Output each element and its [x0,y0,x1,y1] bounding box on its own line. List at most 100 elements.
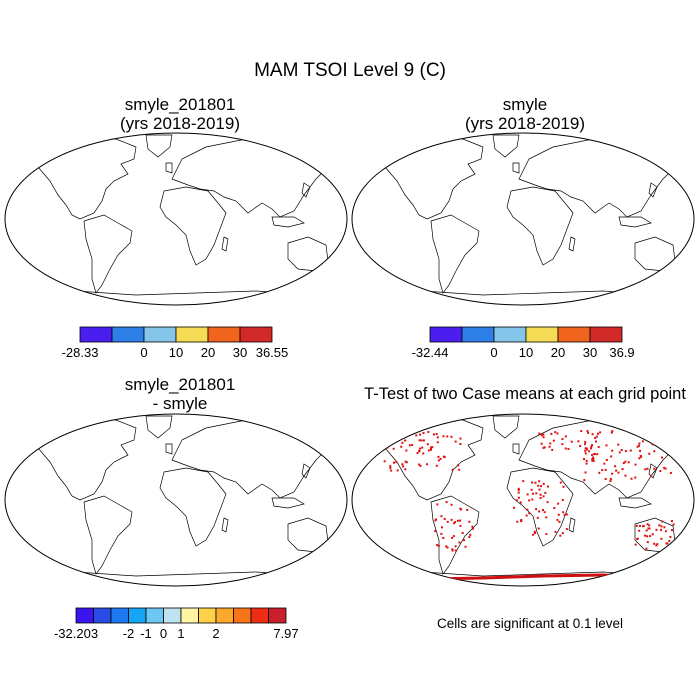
significance-cell [592,458,595,461]
significance-cell [590,447,593,450]
significance-cell [542,495,545,498]
significance-cell [536,516,539,519]
significance-cell [618,451,621,454]
significance-cell [446,520,449,523]
significance-cell [435,433,438,436]
significance-cell [603,462,606,465]
significance-cell [458,468,461,471]
significance-cell [463,539,466,542]
significance-cell [666,549,669,552]
significance-cell [432,433,435,436]
colorbar-panel-2: -32.44 0 10 20 30 36.9 [412,326,635,360]
colorbar-label: -28.33 [62,345,99,360]
colorbar-label: -32.44 [412,345,449,360]
significance-cell [548,445,551,448]
significance-cell [416,452,419,455]
significance-cell [390,469,393,472]
significance-cell [644,534,647,537]
significance-cell [595,435,598,438]
significance-cell [461,531,464,534]
colorbar-swatch [143,326,177,343]
significance-cell [415,434,418,437]
significance-cell [517,487,520,490]
significance-cell [418,439,421,442]
significance-cell [392,439,395,442]
significance-cell [389,465,392,468]
significance-cell [646,467,649,470]
significance-cell [532,533,535,536]
significance-cell [617,443,620,446]
significance-cell [636,538,639,541]
significance-cell [538,488,541,491]
significance-cell [596,453,599,456]
significance-cell [427,430,430,433]
significance-cell [525,514,528,517]
significance-cell [419,433,422,436]
colorbar-label: 2 [212,626,219,641]
colorbar-swatch [207,326,241,343]
significance-note: Cells are significant at 0.1 level [436,616,624,631]
significance-cell [549,442,552,445]
significance-cell [659,528,662,531]
colorbar-swatch [429,326,463,343]
significance-cell [624,450,627,453]
significance-cell [426,443,429,446]
significance-cell [588,450,591,453]
significance-cell [664,467,667,470]
colorbar-label: 10 [519,345,533,360]
significance-cell [454,549,457,552]
significance-cell [595,440,598,443]
significance-cell [544,491,547,494]
significance-cell [534,481,537,484]
significance-cell [557,513,560,516]
significance-cell [590,445,593,448]
significance-cell [386,446,389,449]
significance-cell [437,544,440,547]
significance-cell [430,446,433,449]
significance-cell [653,542,656,545]
colorbar-swatch [557,326,591,343]
significance-cell [611,449,614,452]
significance-cell [427,449,430,452]
significance-cell [592,459,595,462]
significance-cell [591,444,594,447]
significance-cell [587,431,590,434]
significance-cell [666,542,669,545]
significance-cell [405,461,408,464]
significance-cell [564,447,567,450]
significance-cell [638,442,641,445]
significance-cell [670,529,673,532]
significance-cell [520,518,523,521]
panel-3-subtitle: - smyle [152,394,208,413]
significance-cell [610,431,613,434]
significance-cell [397,432,400,435]
significance-cell [454,545,457,548]
significance-cell [393,461,396,464]
significance-cell [664,530,667,533]
significance-cell [584,471,587,474]
significance-cell [457,464,460,467]
colorbar-label: -2 [123,626,135,641]
significance-cell [419,464,422,467]
significance-cell [519,501,522,504]
panel-2-title: smyle [502,95,548,114]
colorbar-label: 36.55 [256,345,289,360]
significance-cell [557,502,560,505]
significance-cell [647,527,650,530]
significance-cell [526,508,529,511]
colorbar-swatch [250,607,269,624]
significance-cell [422,432,425,435]
significance-cell [653,467,656,470]
significance-cell [591,433,594,436]
significance-cell [405,449,408,452]
significance-cell [610,455,613,458]
significance-cell [458,541,461,544]
significance-cell [537,527,540,530]
significance-cell [644,468,647,471]
significance-cell [671,546,674,549]
significance-cell [540,485,543,488]
significance-cell [556,432,559,435]
significance-cell [451,536,454,539]
significance-cell [543,511,546,514]
significance-cell [459,442,462,445]
